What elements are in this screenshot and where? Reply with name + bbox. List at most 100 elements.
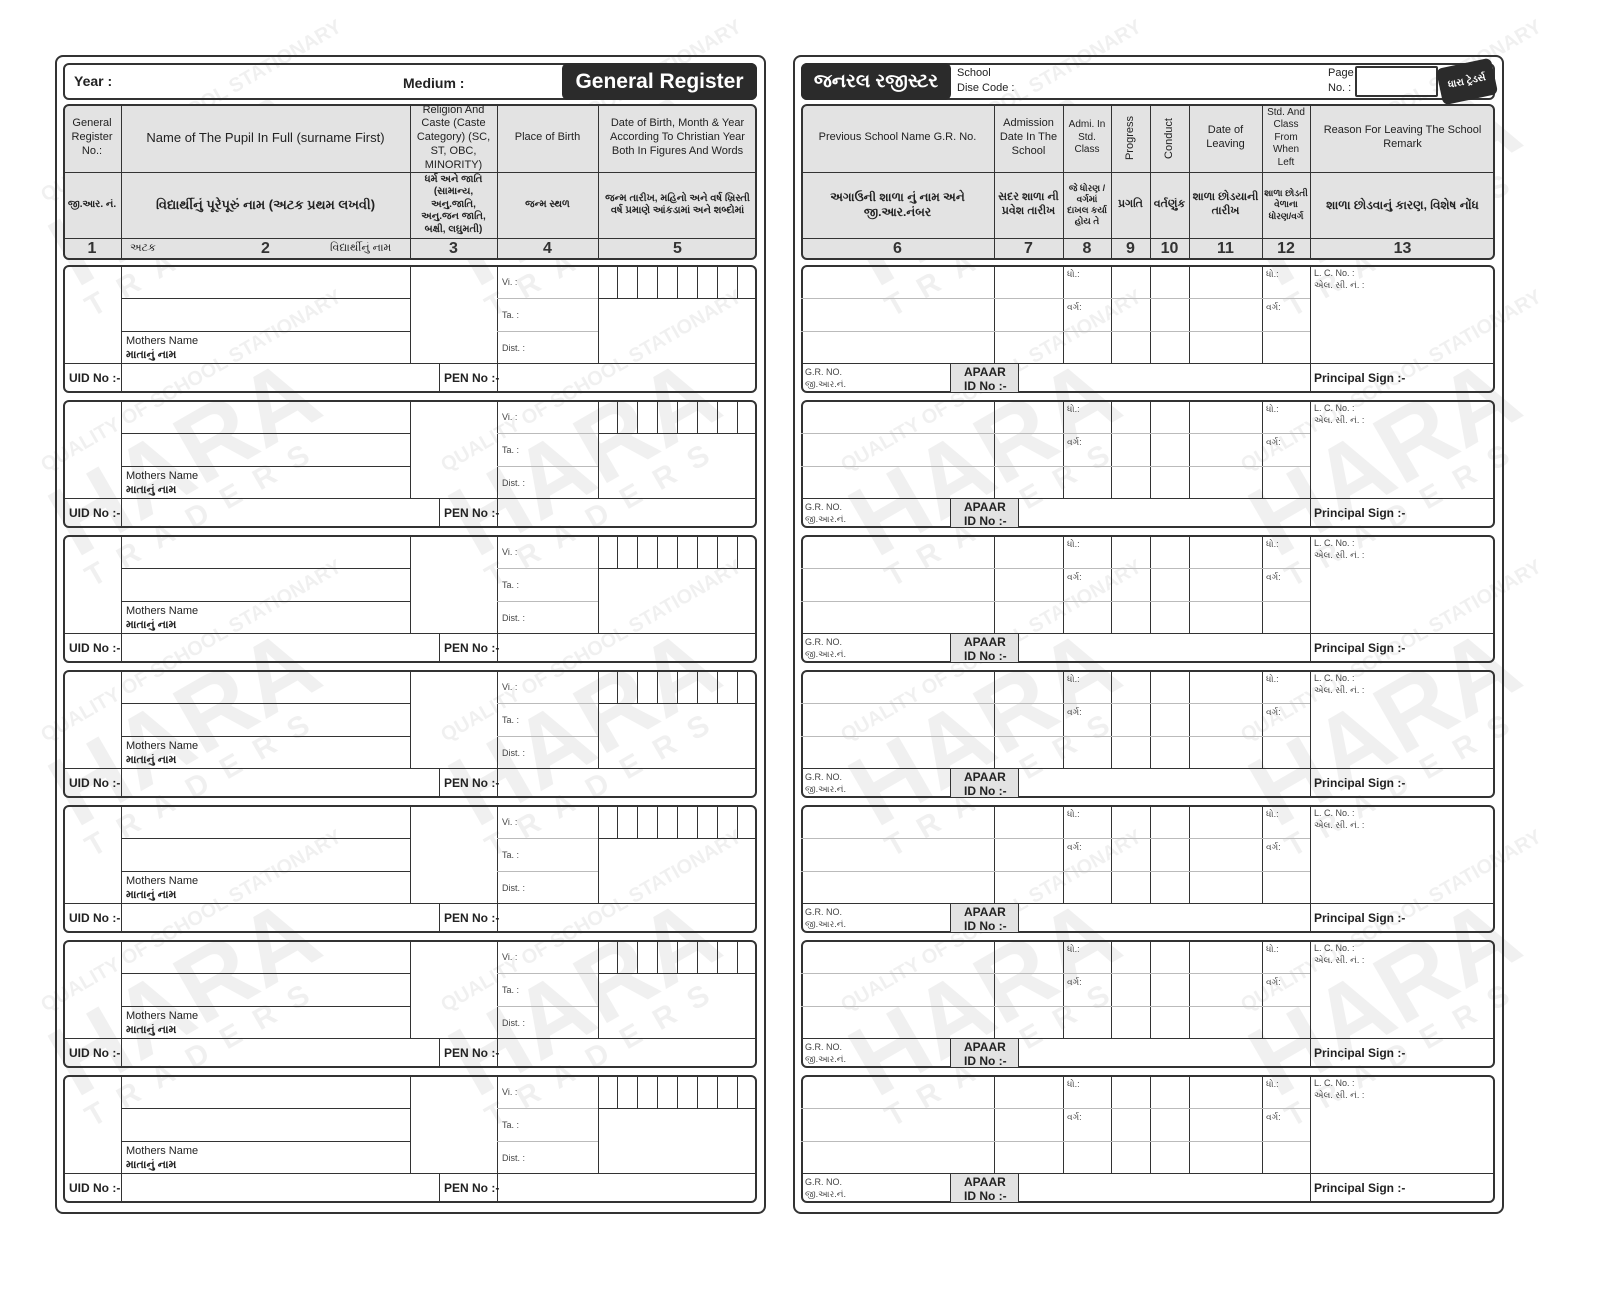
district-label: Dist. : [502, 748, 526, 758]
lc-no-label-gu: એલ. સી. નં. : [1314, 550, 1365, 560]
name-line [121, 736, 410, 737]
dob-digit-divider [657, 670, 658, 703]
page-number-field[interactable] [1355, 66, 1438, 97]
dob-digit-divider [677, 265, 678, 298]
column-divider [1189, 535, 1190, 633]
column-divider [1150, 265, 1151, 363]
column-divider [1063, 940, 1064, 1038]
column-divider [994, 670, 995, 768]
pen-label: PEN No :- [444, 506, 500, 520]
column-divider [598, 104, 599, 260]
class-left-label: વર્ગ: [1266, 302, 1281, 312]
right-record-block [801, 265, 1495, 393]
column-divider [1111, 400, 1112, 498]
column-divider [1150, 1075, 1151, 1173]
row-guide-line [801, 871, 1310, 872]
column-divider [1063, 104, 1064, 260]
column-divider [439, 633, 440, 663]
column-divider [1150, 940, 1151, 1038]
dob-digit-divider [737, 1075, 738, 1108]
row-divider [801, 498, 1495, 499]
column-number: 9 [1126, 240, 1135, 257]
dise-code-label: Dise Code : [957, 82, 1015, 94]
dob-digit-divider [617, 400, 618, 433]
gr-no-label-gu: જી.આર.નં. [805, 1189, 846, 1199]
dob-line [598, 433, 757, 434]
uid-label: UID No :- [69, 506, 121, 520]
column-header-gu: શાળા છોડવાનું કારણ, વિશેષ નોંધ [1326, 197, 1479, 212]
mothers-name-label: Mothers Name [126, 1010, 199, 1022]
row-divider [63, 498, 757, 499]
row-divider [63, 1173, 757, 1174]
column-divider [1189, 805, 1190, 903]
class-label: વર્ગ: [1067, 977, 1082, 987]
district-label: Dist. : [502, 1018, 526, 1028]
column-header-gu: શાળા છોડતી વેળાના ધોરણ/વર્ગ [1264, 188, 1308, 221]
column-header-gu: જન્મ સ્થળ [525, 198, 570, 210]
taluka-label: Ta. : [502, 445, 520, 455]
column-header-gu: જી.આર. નં. [67, 198, 117, 210]
column-divider [950, 363, 951, 393]
gr-no-label: G.R. NO. [805, 637, 843, 647]
name-line [121, 331, 410, 332]
column-divider [410, 940, 411, 1038]
dob-digit-divider [657, 265, 658, 298]
gr-no-label: G.R. NO. [805, 907, 843, 917]
dob-line [598, 298, 757, 299]
row-guide-line [801, 1141, 1310, 1142]
place-line [497, 1006, 598, 1007]
column-divider [1262, 104, 1263, 260]
column-header-gu: પ્રગતિ [1118, 198, 1143, 211]
column-divider [1189, 940, 1190, 1038]
dob-digit-divider [617, 805, 618, 838]
column-divider [497, 670, 498, 798]
dob-digit-divider [637, 535, 638, 568]
name-line [121, 1141, 410, 1142]
row-divider [801, 768, 1495, 769]
place-line [497, 736, 598, 737]
apaar-label: APAAR [964, 1040, 1006, 1054]
column-divider [1111, 535, 1112, 633]
right-record-block [801, 670, 1495, 798]
column-header-en: General Register No.: [71, 117, 113, 157]
gr-no-label: G.R. NO. [805, 502, 843, 512]
column-divider [1262, 400, 1263, 498]
column-divider [439, 1173, 440, 1203]
column-divider [1018, 903, 1019, 933]
column-divider [1150, 400, 1151, 498]
apaar-id-label: ID No :- [964, 784, 1007, 798]
school-label: School [957, 67, 991, 79]
column-divider [439, 903, 440, 933]
lc-no-label-gu: એલ. સી. નં. : [1314, 1090, 1365, 1100]
pen-label: PEN No :- [444, 641, 500, 655]
column-divider [1018, 1173, 1019, 1203]
dob-digit-divider [717, 535, 718, 568]
column-divider [121, 670, 122, 798]
dob-digit-divider [637, 1075, 638, 1108]
right-record-block [801, 400, 1495, 528]
column-number: 10 [1160, 240, 1179, 257]
apaar-box [951, 499, 1018, 527]
row-guide-line [801, 1108, 1310, 1109]
right-header-table [801, 104, 1495, 260]
mothers-name-label: Mothers Name [126, 1145, 199, 1157]
column-divider [1111, 104, 1112, 260]
place-line [497, 838, 598, 839]
place-line [497, 1108, 598, 1109]
dob-digit-divider [737, 940, 738, 973]
dob-digit-divider [697, 400, 698, 433]
name-line [121, 568, 410, 569]
lc-no-label: L. C. No. : [1314, 268, 1355, 278]
column-divider [950, 1173, 951, 1203]
row-divider [801, 633, 1495, 634]
std-label: ધો.: [1067, 674, 1080, 684]
column-divider [439, 768, 440, 798]
std-label: ધો.: [1067, 944, 1080, 954]
column-divider [950, 1038, 951, 1068]
class-left-label: વર્ગ: [1266, 572, 1281, 582]
mothers-name-label: Mothers Name [126, 740, 199, 752]
district-label: Dist. : [502, 883, 526, 893]
row-guide-line [801, 973, 1310, 974]
row-guide-line [801, 298, 1310, 299]
column-header-en: Std. And Class From When Left [1267, 106, 1305, 168]
